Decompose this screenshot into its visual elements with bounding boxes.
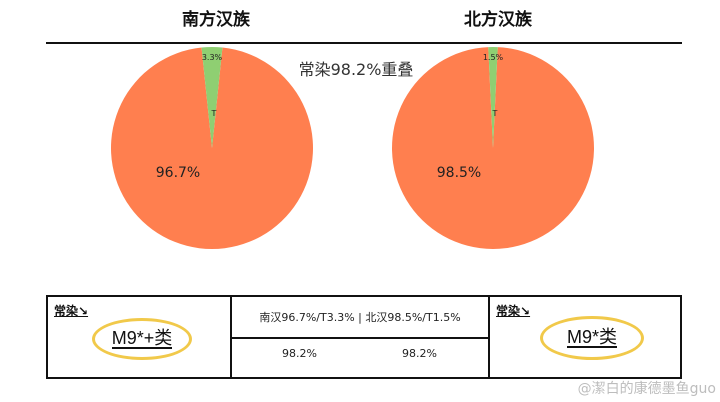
center-value-north: 98.2%: [402, 347, 437, 360]
pie-title-north: 北方汉族: [464, 9, 533, 30]
center-value-south: 98.2%: [282, 347, 317, 360]
right-value: M9*类: [566, 327, 617, 348]
right-corner-label: 常染↘: [496, 304, 531, 318]
watermark: @潔白的康德墨鱼guo: [577, 381, 716, 397]
pie-south-minor-name-label: T: [211, 109, 217, 118]
table-cell-right: 常染↘ M9*类: [490, 297, 680, 377]
pie-north-minor-value-label: 1.5%: [483, 53, 504, 62]
summary-table: 常染↘ M9*+类 南汉96.7%/T3.3% | 北汉98.5%/T1.5% …: [46, 295, 682, 379]
pie-north-minor-name-label: T: [492, 109, 498, 118]
pie-south-minor-value-label: 3.3%: [202, 53, 223, 62]
center-top-text: 南汉96.7%/T3.3% | 北汉98.5%/T1.5%: [232, 297, 488, 339]
left-highlight-ellipse: M9*+类: [92, 318, 192, 360]
table-cell-left: 常染↘ M9*+类: [48, 297, 232, 377]
pie-north-major-value-label: 98.5%: [437, 165, 481, 181]
pie-north-slice-minor: [488, 47, 498, 149]
pie-south-major-value-label: 96.7%: [156, 165, 200, 181]
pie-south-slice-minor: [201, 47, 223, 149]
pie-north-slice-major: [392, 47, 595, 249]
pies-group: 96.7% 3.3% T 98.5% 1.5% T: [111, 47, 595, 249]
left-corner-label: 常染↘: [54, 304, 89, 318]
pie-south-slice-major: [111, 47, 314, 249]
table-cell-center: 南汉96.7%/T3.3% | 北汉98.5%/T1.5% 98.2% 98.2…: [232, 297, 490, 377]
left-value: M9*+类: [111, 328, 173, 349]
right-highlight-ellipse: M9*类: [540, 316, 644, 360]
overlap-note: 常染98.2%重叠: [299, 60, 414, 79]
pie-title-south: 南方汉族: [182, 9, 251, 30]
